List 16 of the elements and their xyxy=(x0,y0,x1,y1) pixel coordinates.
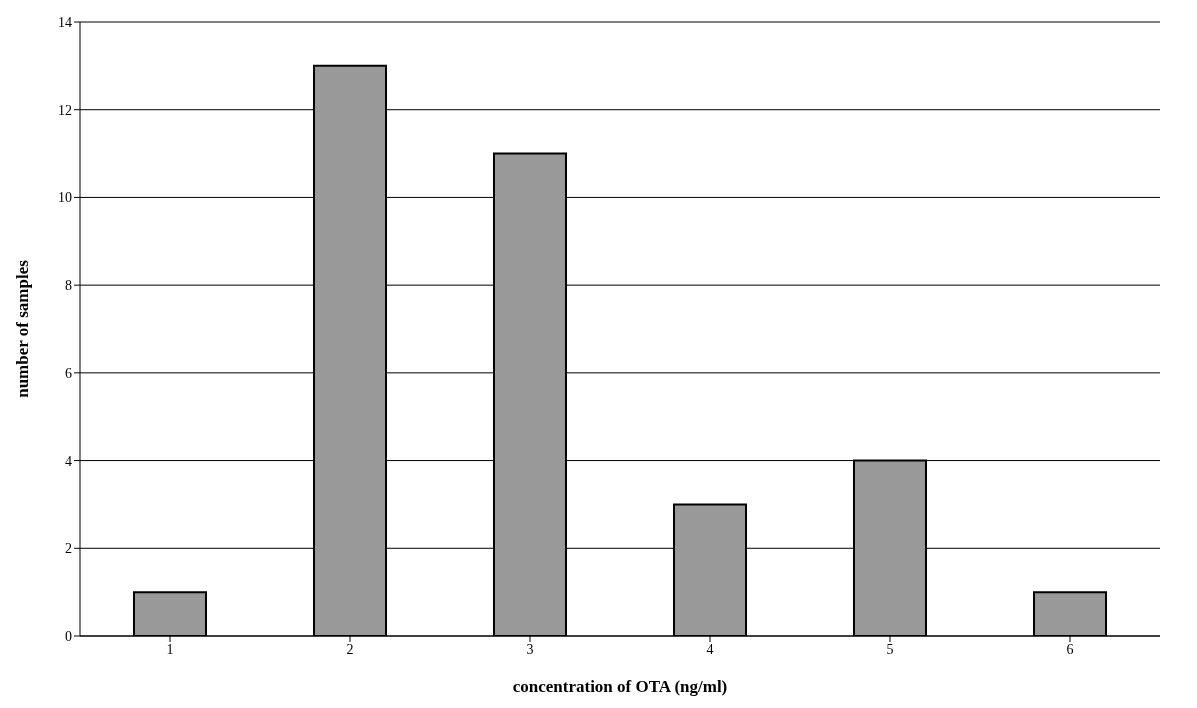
x-tick-label: 5 xyxy=(886,641,894,657)
x-tick-label: 3 xyxy=(526,641,534,657)
x-tick-label: 2 xyxy=(346,641,354,657)
y-axis-title: number of samples xyxy=(13,259,33,398)
x-tick-label: 4 xyxy=(706,641,714,657)
y-tick-label: 2 xyxy=(65,541,72,557)
x-tick-label: 6 xyxy=(1066,641,1074,657)
x-axis-title: concentration of OTA (ng/ml) xyxy=(512,677,728,696)
y-tick-label: 14 xyxy=(58,14,72,30)
x-tick-label: 1 xyxy=(166,641,174,657)
y-tick-label: 6 xyxy=(65,365,72,381)
y-tick-label: 8 xyxy=(65,278,72,294)
y-tick-label: 10 xyxy=(58,190,72,206)
y-tick-label: 0 xyxy=(65,628,72,644)
y-tick-label: 12 xyxy=(58,102,72,118)
y-tick-label: 4 xyxy=(65,453,72,469)
